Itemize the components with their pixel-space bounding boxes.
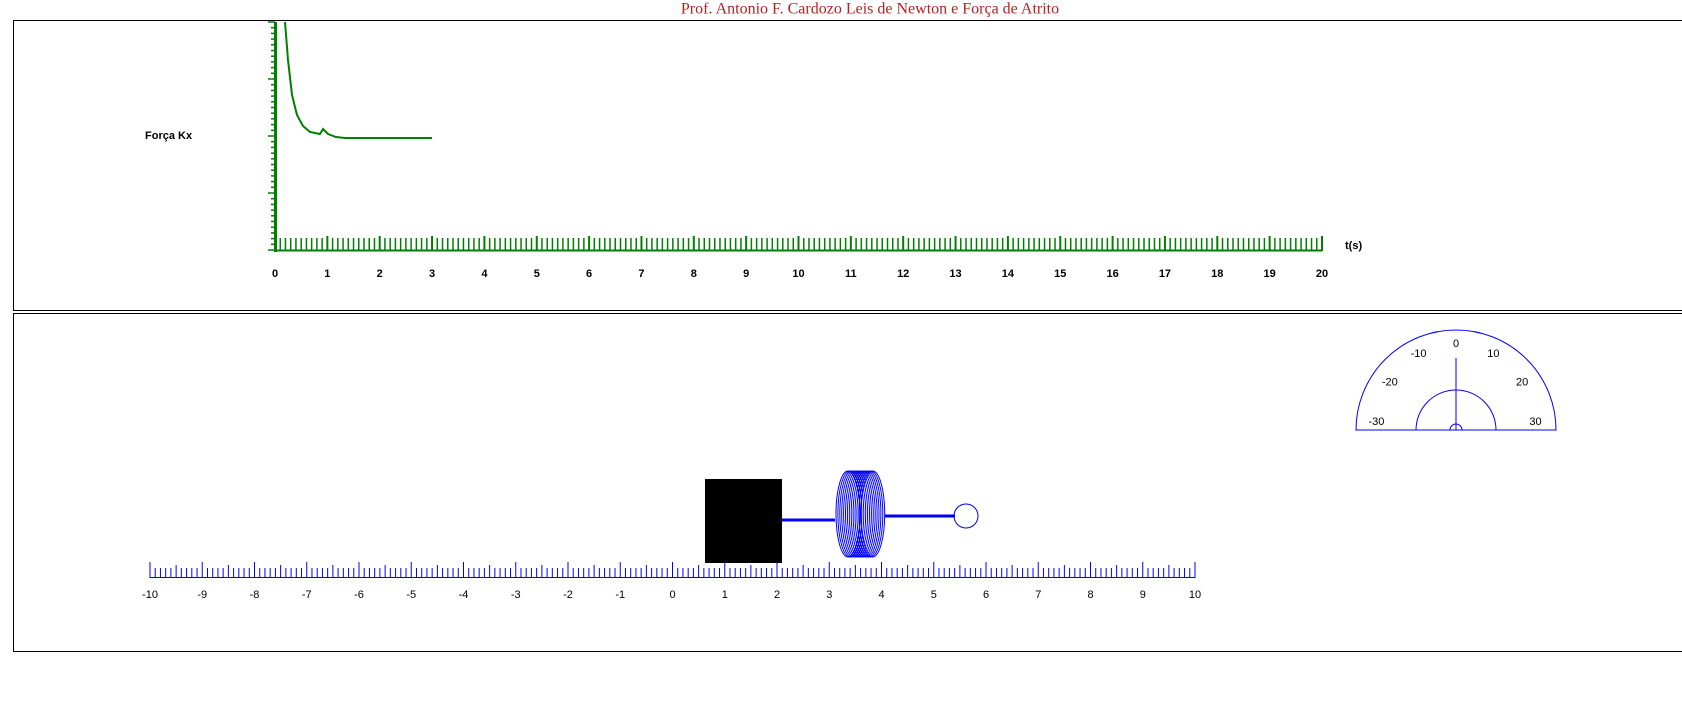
x-tick-label: 13	[949, 268, 961, 280]
coil-turn	[860, 470, 886, 558]
protractor-label: 20	[1516, 376, 1528, 388]
ruler-tick-label: -8	[250, 589, 260, 601]
ruler-tick-label: 9	[1140, 589, 1146, 601]
protractor-label: -20	[1382, 376, 1398, 388]
x-tick-label: 6	[586, 268, 592, 280]
ruler-tick-label: -6	[354, 589, 364, 601]
x-tick-label: 9	[743, 268, 749, 280]
x-tick-label: 20	[1316, 268, 1328, 280]
pull-ring	[953, 503, 979, 529]
ruler-tick-label: 8	[1087, 589, 1093, 601]
block	[705, 479, 782, 563]
simulation-panel	[13, 313, 1682, 652]
ruler-tick-label: -10	[142, 589, 158, 601]
ruler-tick-label: 10	[1189, 589, 1201, 601]
x-tick-label: 1	[324, 268, 330, 280]
graph-panel	[13, 20, 1682, 311]
spring-coil	[835, 470, 886, 558]
force-curve	[284, 21, 432, 139]
x-tick-label: 16	[1106, 268, 1118, 280]
y-axis-label: Força Kx	[145, 130, 193, 142]
x-axis-label: t(s)	[1345, 240, 1362, 252]
x-tick-label: 2	[377, 268, 383, 280]
x-tick-label: 19	[1264, 268, 1276, 280]
x-tick-label: 3	[429, 268, 435, 280]
x-tick-label: 11	[845, 268, 857, 280]
x-tick-label: 15	[1054, 268, 1066, 280]
x-tick-label: 7	[638, 268, 644, 280]
ruler-tick-label: -9	[197, 589, 207, 601]
x-tick-label: 12	[897, 268, 909, 280]
y-axis-ticks	[268, 21, 275, 251]
ruler-tick-label: -1	[615, 589, 625, 601]
ruler-tick-label: 6	[983, 589, 989, 601]
protractor	[1355, 329, 1557, 431]
ruler-tick-label: 1	[722, 589, 728, 601]
ruler-tick-label: -5	[406, 589, 416, 601]
protractor-label: 30	[1529, 416, 1541, 428]
x-tick-label: 5	[534, 268, 540, 280]
ruler-tick-label: -2	[563, 589, 573, 601]
x-tick-label: 17	[1159, 268, 1171, 280]
ruler-tick-label: 2	[774, 589, 780, 601]
protractor-label: 0	[1453, 338, 1459, 350]
protractor-label: -30	[1369, 416, 1385, 428]
x-tick-label: 14	[1002, 268, 1015, 280]
x-tick-label: 10	[792, 268, 804, 280]
x-tick-label: 4	[481, 268, 488, 280]
x-tick-label: 8	[691, 268, 697, 280]
protractor-label: -10	[1411, 348, 1427, 360]
ruler-tick-label: 0	[669, 589, 675, 601]
ruler-tick-label: -4	[459, 589, 469, 601]
ruler-tick-label: 5	[931, 589, 937, 601]
ruler-tick-label: 7	[1035, 589, 1041, 601]
ruler-tick-label: -3	[511, 589, 521, 601]
x-tick-label: 0	[272, 268, 278, 280]
ruler-tick-label: 4	[878, 589, 884, 601]
protractor-label: 10	[1487, 348, 1499, 360]
ruler-tick-label: 3	[826, 589, 832, 601]
ruler-tick-label: -7	[302, 589, 312, 601]
page-title: Prof. Antonio F. Cardozo Leis de Newton …	[681, 1, 1059, 18]
x-tick-label: 18	[1211, 268, 1223, 280]
